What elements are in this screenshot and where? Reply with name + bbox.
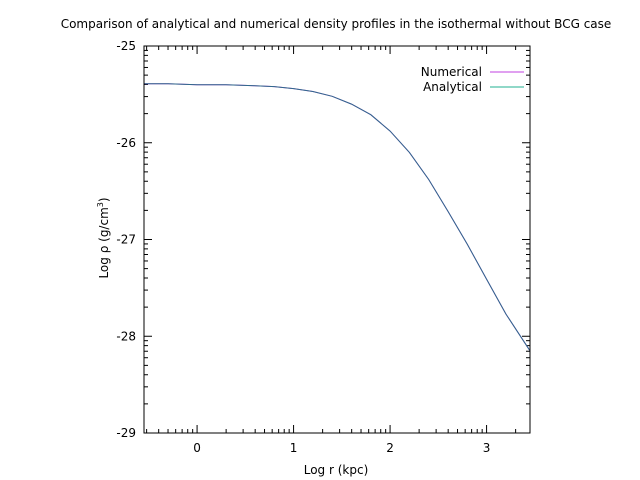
series-lines <box>144 83 531 352</box>
legend-label-analytical: Analytical <box>423 80 482 94</box>
legend-label-numerical: Numerical <box>421 65 482 79</box>
x-tick-label: 0 <box>193 441 201 455</box>
y-tick-label: -25 <box>116 39 136 53</box>
x-tick-label: 2 <box>386 441 394 455</box>
plot-frame <box>143 45 531 434</box>
chart-title: Comparison of analytical and numerical d… <box>61 17 612 31</box>
x-axis-label: Log r (kpc) <box>304 463 369 477</box>
x-tick-labels: 0 1 2 3 <box>193 441 490 455</box>
y-tick-labels: -25 -26 -27 -28 -29 <box>116 39 136 440</box>
y-tick-label: -29 <box>116 426 136 440</box>
y-axis-label: Log ρ (g/cm3) <box>96 197 111 278</box>
y-axis-label-main: Log ρ (g/cm <box>97 207 111 278</box>
y-axis-label-close: ) <box>97 197 111 202</box>
series-line-numerical <box>144 83 531 352</box>
y-tick-label: -26 <box>116 136 136 150</box>
y-tick-label: -27 <box>116 233 136 247</box>
y-tick-label: -28 <box>116 329 136 343</box>
axis-ticks <box>144 45 530 434</box>
series-line-analytical <box>144 83 531 352</box>
x-tick-label: 3 <box>483 441 491 455</box>
x-tick-label: 1 <box>290 441 298 455</box>
y-axis-label-superscript: 3 <box>96 202 105 207</box>
